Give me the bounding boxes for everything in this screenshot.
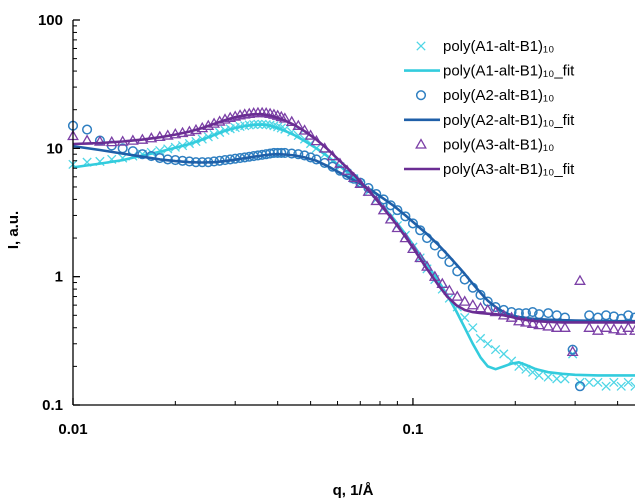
series-0-point [468,323,478,333]
legend-entry-2: poly(A2-alt-B1)₁₀ [415,87,554,104]
series-4-point [466,299,479,310]
legend-label: poly(A3-alt-B1)₁₀ [443,136,554,153]
series-4-point [443,284,456,295]
legend-label: poly(A1-alt-B1)₁₀_fit [443,63,575,80]
plot-area [67,106,635,392]
series-4-point [436,277,449,289]
series-2-point [272,147,283,159]
series-4-point [458,295,471,306]
series-4-point [629,324,635,335]
series-0-point [552,374,562,384]
series-0-point [601,381,611,391]
series-4-point [566,345,579,356]
series-4-point [574,274,586,285]
legend-background [405,30,633,198]
legend-label: poly(A2-alt-B1)₁₀_fit [443,112,575,129]
legend-swatch-marker [415,138,427,149]
series-4-point [370,194,383,206]
legend-entry-3: poly(A2-alt-B1)₁₀_fit [404,112,575,129]
series-2-point [378,194,389,205]
y-tick-label: 10 [46,140,63,157]
series-0-point [475,333,486,344]
y-tick-label: 0.1 [42,397,63,414]
legend: poly(A1-alt-B1)₁₀ poly(A1-alt-B1)₁₀_fitpo… [404,30,633,198]
series-4-point [362,185,375,196]
legend-swatch-marker [415,90,427,101]
series-0-point [584,377,594,388]
series-0-point [623,377,633,388]
series-0-point [490,344,501,355]
series-4-point [407,242,419,254]
series-2-point [623,310,634,321]
y-axis-title: I, a.u. [5,211,22,249]
y-tick-label: 100 [38,12,63,29]
series-4-point [622,321,635,332]
series-0-point [609,377,619,388]
series-2-point [392,205,403,216]
legend-swatch-marker [416,41,426,51]
series-2-point [551,310,562,321]
series-4-point [526,317,539,328]
legend-label: poly(A2-alt-B1)₁₀ [443,87,554,104]
legend-label: poly(A1-alt-B1)₁₀ [443,38,554,55]
series-0-point [543,372,553,382]
series-4-point [542,320,555,331]
series-4-point [278,112,291,123]
series-0-point [534,370,544,381]
series-4-point [607,323,620,334]
series-4-point [533,318,546,330]
series-4-point [474,301,487,313]
series-2-point [279,147,290,159]
series-5 [72,113,635,324]
series-4-point [559,321,571,332]
axes: 0.01 0.1 0.1 1 10 100 [38,12,635,438]
series-4-point [583,321,596,332]
series-4-point [513,315,525,326]
series-0-point [483,339,493,349]
series-2-point [400,211,411,222]
x-tick-label: 0.1 [403,421,424,438]
series-4-point [489,305,502,317]
series-2-point [584,310,595,321]
series-4-point [600,321,613,332]
legend-label: poly(A3-alt-B1)₁₀_fit [443,161,575,178]
series-4-point [591,324,604,335]
legend-entry-1: poly(A1-alt-B1)₁₀_fit [404,63,575,80]
series-0-point [593,377,603,388]
series-4-point [93,135,106,146]
series-4-point [550,321,563,332]
series-0-point [630,381,635,391]
series-2-point [574,381,586,392]
series-4-point [451,290,464,301]
y-tick-label: 1 [55,269,63,286]
series-2-point [567,344,578,355]
series-4-point [399,231,412,243]
x-tick-label: 0.01 [58,421,87,438]
legend-entry-0: poly(A1-alt-B1)₁₀ [416,38,554,55]
series-0-point [499,349,509,359]
legend-entry-4: poly(A3-alt-B1)₁₀ [415,136,554,153]
series-2-point [527,307,538,318]
series-2-point [82,124,93,135]
series-2-point [475,289,486,301]
series-2-point [543,308,554,319]
x-axis-title: q, 1/Å [333,482,374,499]
series-4-point [520,316,532,327]
legend-entry-5: poly(A3-alt-B1)₁₀_fit [404,161,575,178]
series-5-fit-line [72,113,635,324]
series-2-point [407,218,418,229]
series-4 [67,106,635,356]
series-2-point [629,312,635,323]
series-0-point [616,381,626,391]
series-0-point [560,374,570,384]
